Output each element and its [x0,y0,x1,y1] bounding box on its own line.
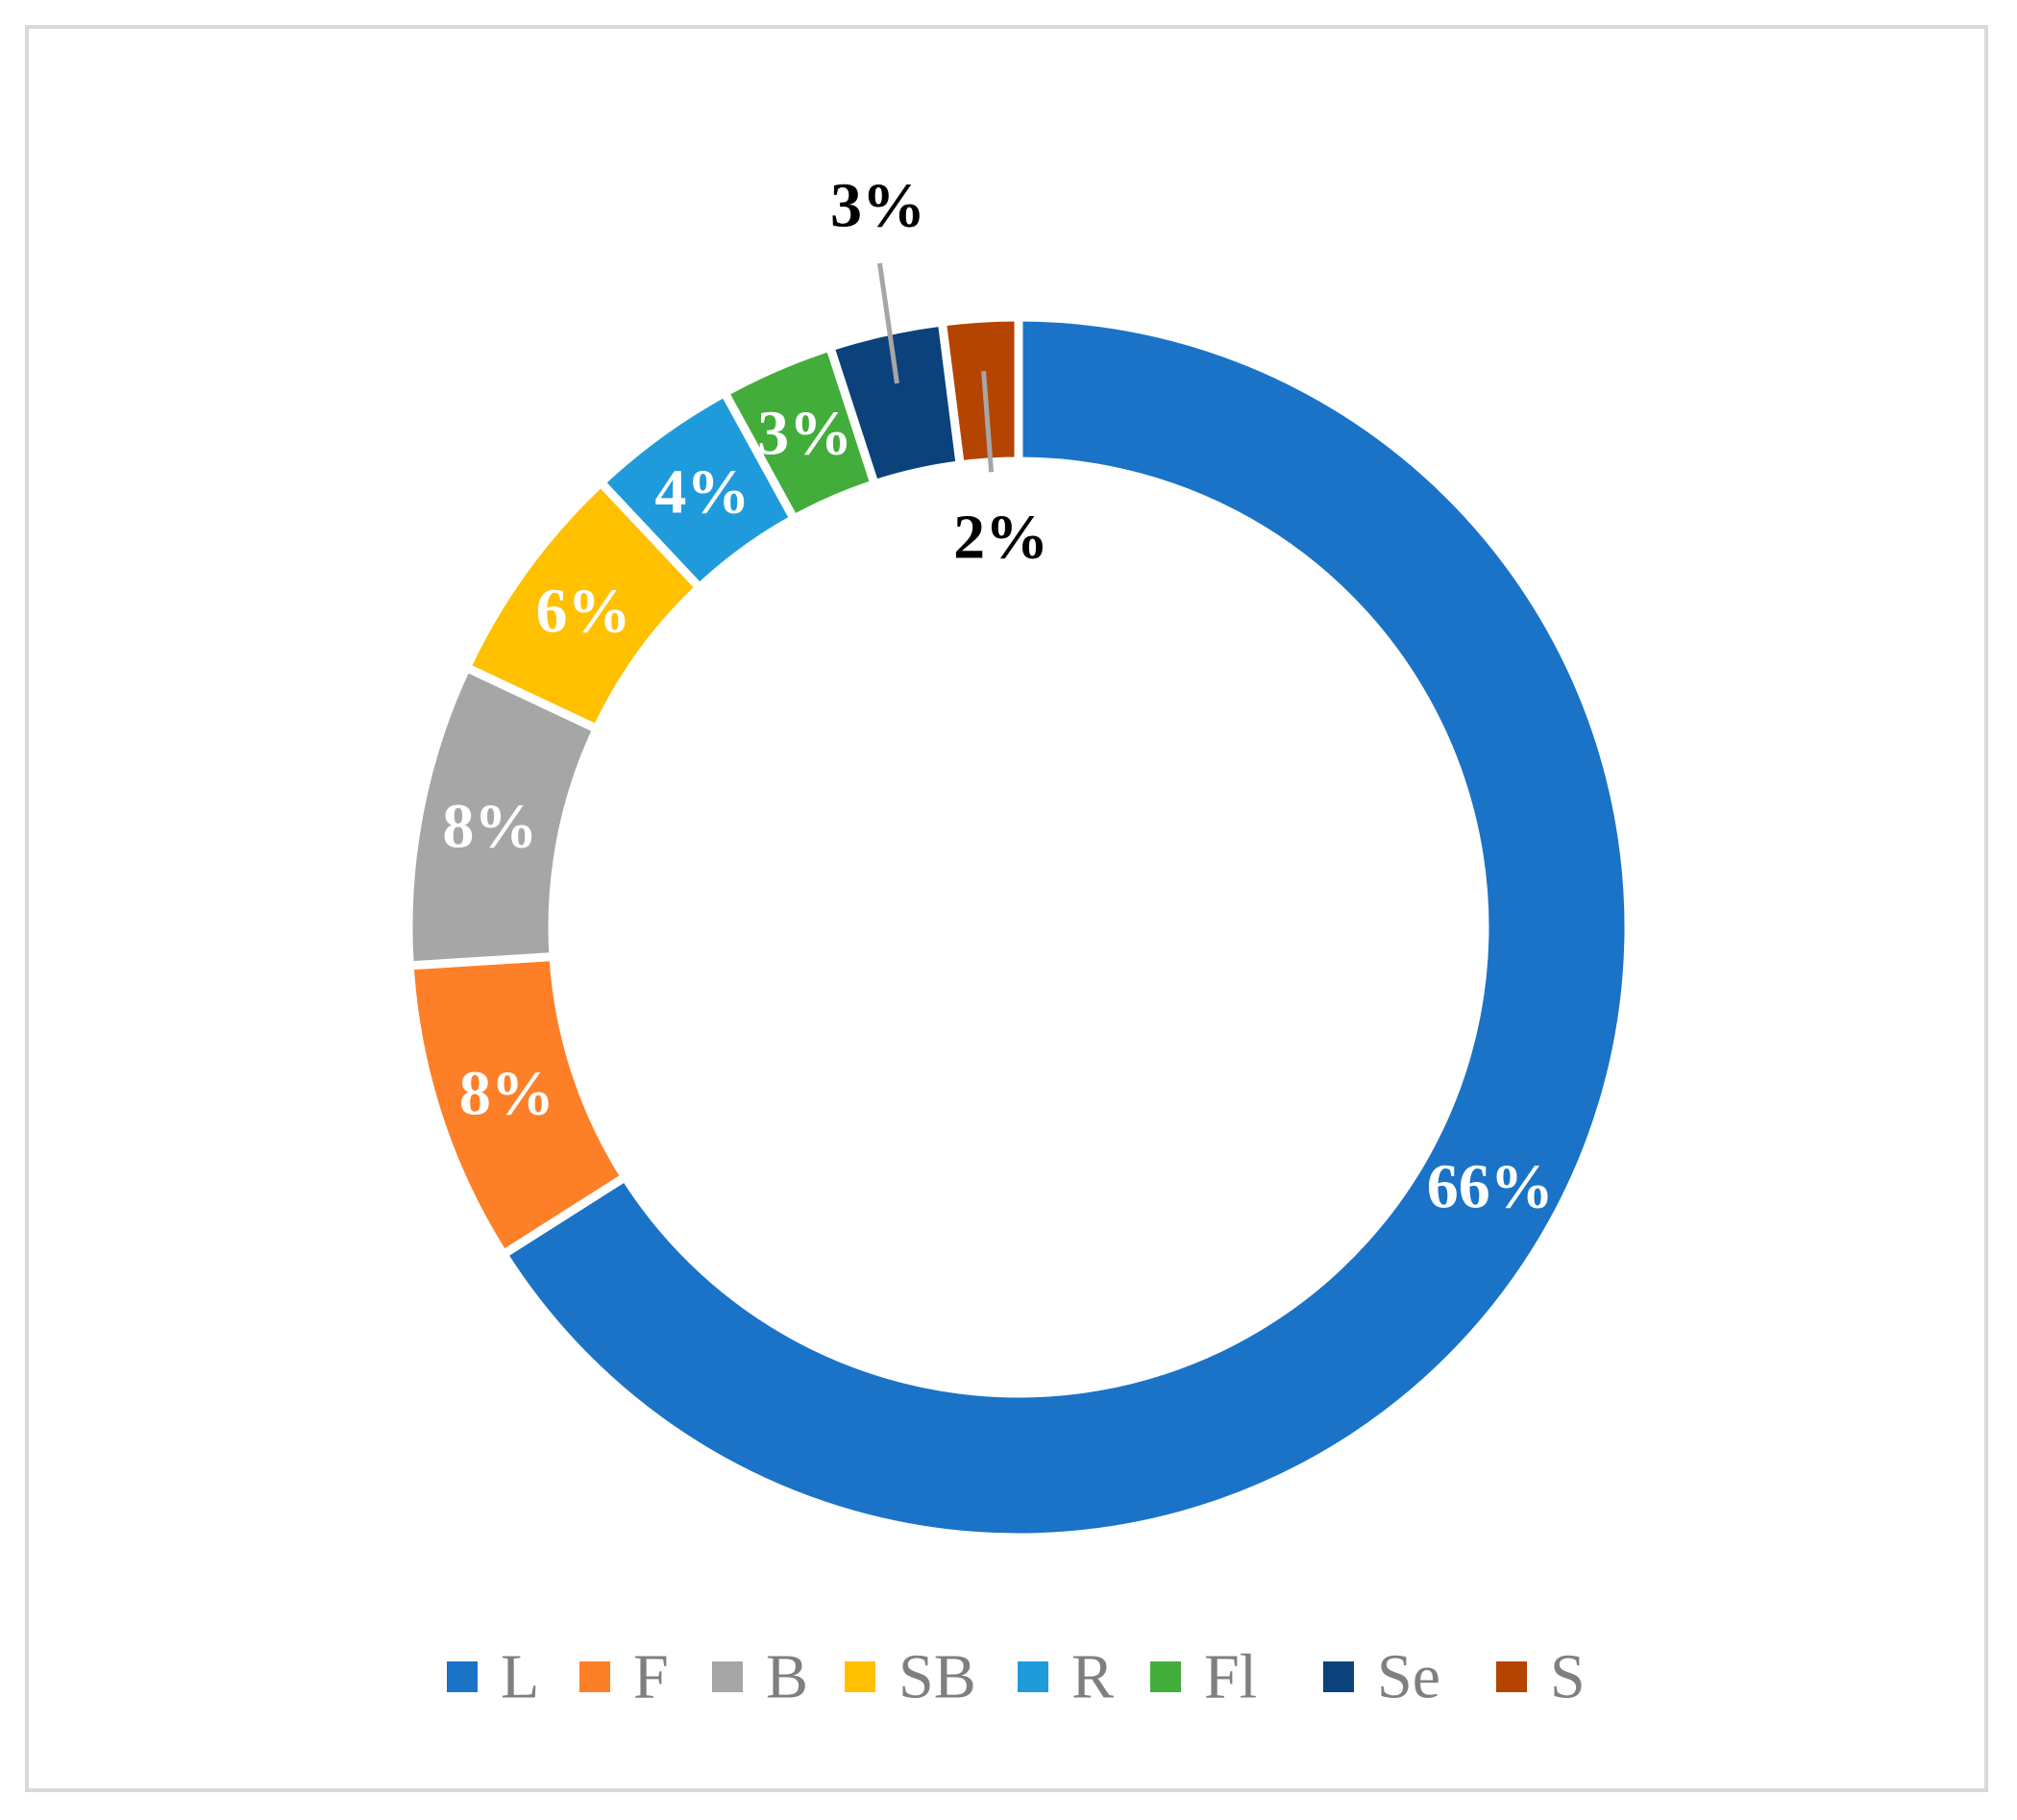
legend-label-l: L [501,1642,539,1712]
data-label-s: 2% [953,503,1048,573]
legend-swatch-s [1496,1661,1527,1692]
data-labels: 66%8%8%6%4%3%3%2% [442,170,1553,1221]
legend-swatch-b [712,1661,743,1692]
legend-swatch-r [1018,1661,1048,1692]
data-label-fl: 3% [757,399,852,469]
legend-label-r: R [1071,1642,1114,1712]
legend-label-b: B [766,1642,808,1712]
legend-item-s: S [1496,1642,1586,1712]
legend-label-sb: SB [898,1642,976,1712]
data-label-se: 3% [830,170,925,240]
legend-swatch-se [1323,1661,1354,1692]
legend-swatch-fl [1150,1661,1181,1692]
legend-swatch-f [579,1661,610,1692]
legend-item-fl: Fl [1150,1642,1257,1712]
legend-label-f: F [633,1642,669,1712]
legend: L F B SB R Fl Se S [447,1642,1586,1712]
legend-label-se: Se [1377,1642,1440,1712]
legend-label-s: S [1550,1642,1586,1712]
legend-swatch-sb [845,1661,875,1692]
legend-item-sb: SB [845,1642,976,1712]
leader-line-se [877,262,899,384]
donut-slices [404,312,1634,1542]
legend-item-b: B [712,1642,808,1712]
data-label-l: 66% [1427,1151,1554,1221]
legend-label-fl: Fl [1204,1642,1257,1712]
data-label-b: 8% [442,792,537,862]
leader-line-s [981,370,995,473]
data-label-f: 8% [459,1059,554,1129]
leader-lines [877,262,995,473]
legend-item-l: L [447,1642,539,1712]
data-label-sb: 6% [535,576,630,646]
legend-item-f: F [579,1642,669,1712]
legend-item-r: R [1018,1642,1114,1712]
data-label-r: 4% [654,456,750,527]
legend-item-se: Se [1323,1642,1440,1712]
slice-l [497,312,1634,1542]
slice-s [937,312,1023,470]
legend-swatch-l [447,1661,478,1692]
